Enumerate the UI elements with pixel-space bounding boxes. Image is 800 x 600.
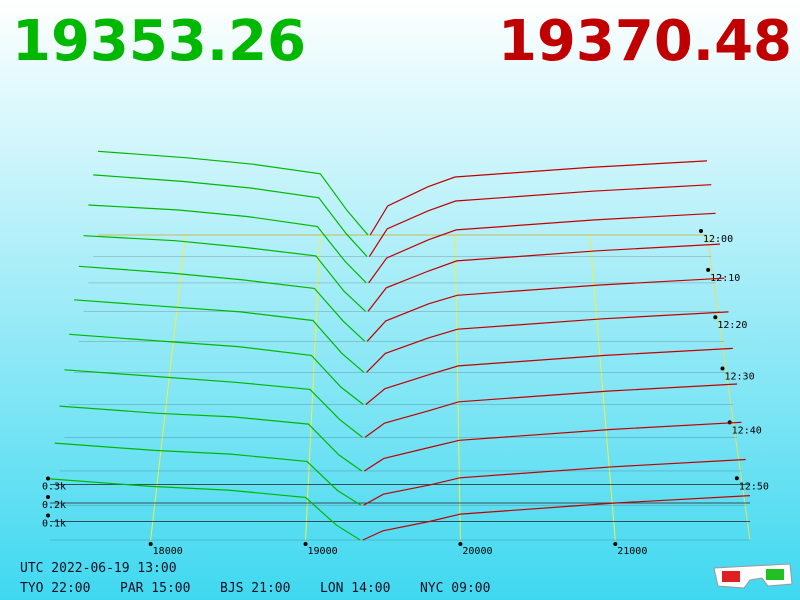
bid-depth-line [88, 204, 367, 284]
bid-depth-line [83, 235, 367, 312]
time-tick [720, 366, 725, 371]
bid-price: 19353.26 [12, 9, 306, 74]
price-tick [613, 542, 618, 546]
clock: BJS 21:00 [220, 581, 290, 596]
ask-price: 19370.48 [498, 9, 792, 74]
bid-depth-line [59, 405, 363, 472]
time-tick-label: 12:50 [739, 481, 769, 492]
bid-depth-line [49, 478, 361, 541]
price-tick [458, 542, 463, 546]
ask-depth-line [368, 212, 716, 284]
bid-depth-line [69, 333, 364, 405]
price-tick [148, 542, 153, 546]
time-tick [713, 315, 718, 320]
bid-depth-line [64, 369, 363, 438]
bid-depth-line [97, 150, 369, 236]
x-tick-label: 18000 [153, 546, 183, 557]
bid-depth-line [78, 265, 366, 342]
time-tick-label: 12:30 [725, 371, 755, 382]
ask-depth-line [366, 311, 729, 373]
time-tick-label: 12:40 [732, 425, 762, 436]
bid-depth-line [93, 174, 368, 258]
bid-depth-line [54, 442, 362, 506]
depth-tick [46, 495, 50, 499]
floor-edge [706, 234, 751, 541]
ask-depth-line [363, 458, 746, 506]
clock: TYO 22:00 [20, 581, 90, 596]
x-tick-label: 19000 [308, 546, 338, 557]
clock: NYC 09:00 [420, 581, 490, 596]
ask-depth-line [366, 277, 725, 342]
depth-tick [46, 513, 50, 518]
ask-depth-line [368, 184, 712, 257]
time-tick-label: 12:20 [717, 320, 747, 331]
3d-glasses-icon [713, 563, 793, 589]
time-tick [706, 267, 711, 272]
ask-depth-line [363, 421, 742, 472]
time-tick-label: 12:10 [710, 273, 740, 284]
ask-depth-line [369, 160, 708, 236]
x-tick-label: 21000 [617, 546, 647, 557]
bid-depth-line [73, 299, 365, 373]
price-grid-line [150, 234, 187, 541]
x-tick-label: 20000 [462, 546, 492, 557]
plot: 18000 19000 20000 21000 0.1k 0.2k 0.3k 12:00 12:… [42, 150, 769, 557]
ask-depth-line [365, 347, 733, 405]
time-tick-label: 12:00 [703, 234, 733, 245]
time-tick [734, 476, 739, 481]
utc-time: UTC 2022-06-19 13:00 [20, 561, 177, 576]
clock: LON 14:00 [320, 581, 390, 596]
clocks: TYO 22:00 PAR 15:00 BJS 21:00 LON 14:00 NYC … [20, 581, 490, 596]
depth-tick-label: 0.3k [42, 482, 66, 493]
ask-depth-line [364, 383, 738, 438]
time-tick [699, 229, 703, 233]
depth-tick-label: 0.1k [42, 519, 66, 530]
depth-tick [46, 476, 50, 481]
price-grid-line [454, 234, 461, 541]
price-tick [303, 542, 308, 546]
ask-depth-line [362, 495, 751, 541]
depth-tick-label: 0.2k [42, 500, 66, 511]
clock: PAR 15:00 [120, 581, 190, 596]
ask-depth-line [367, 243, 720, 312]
price-grid-line [305, 234, 321, 541]
